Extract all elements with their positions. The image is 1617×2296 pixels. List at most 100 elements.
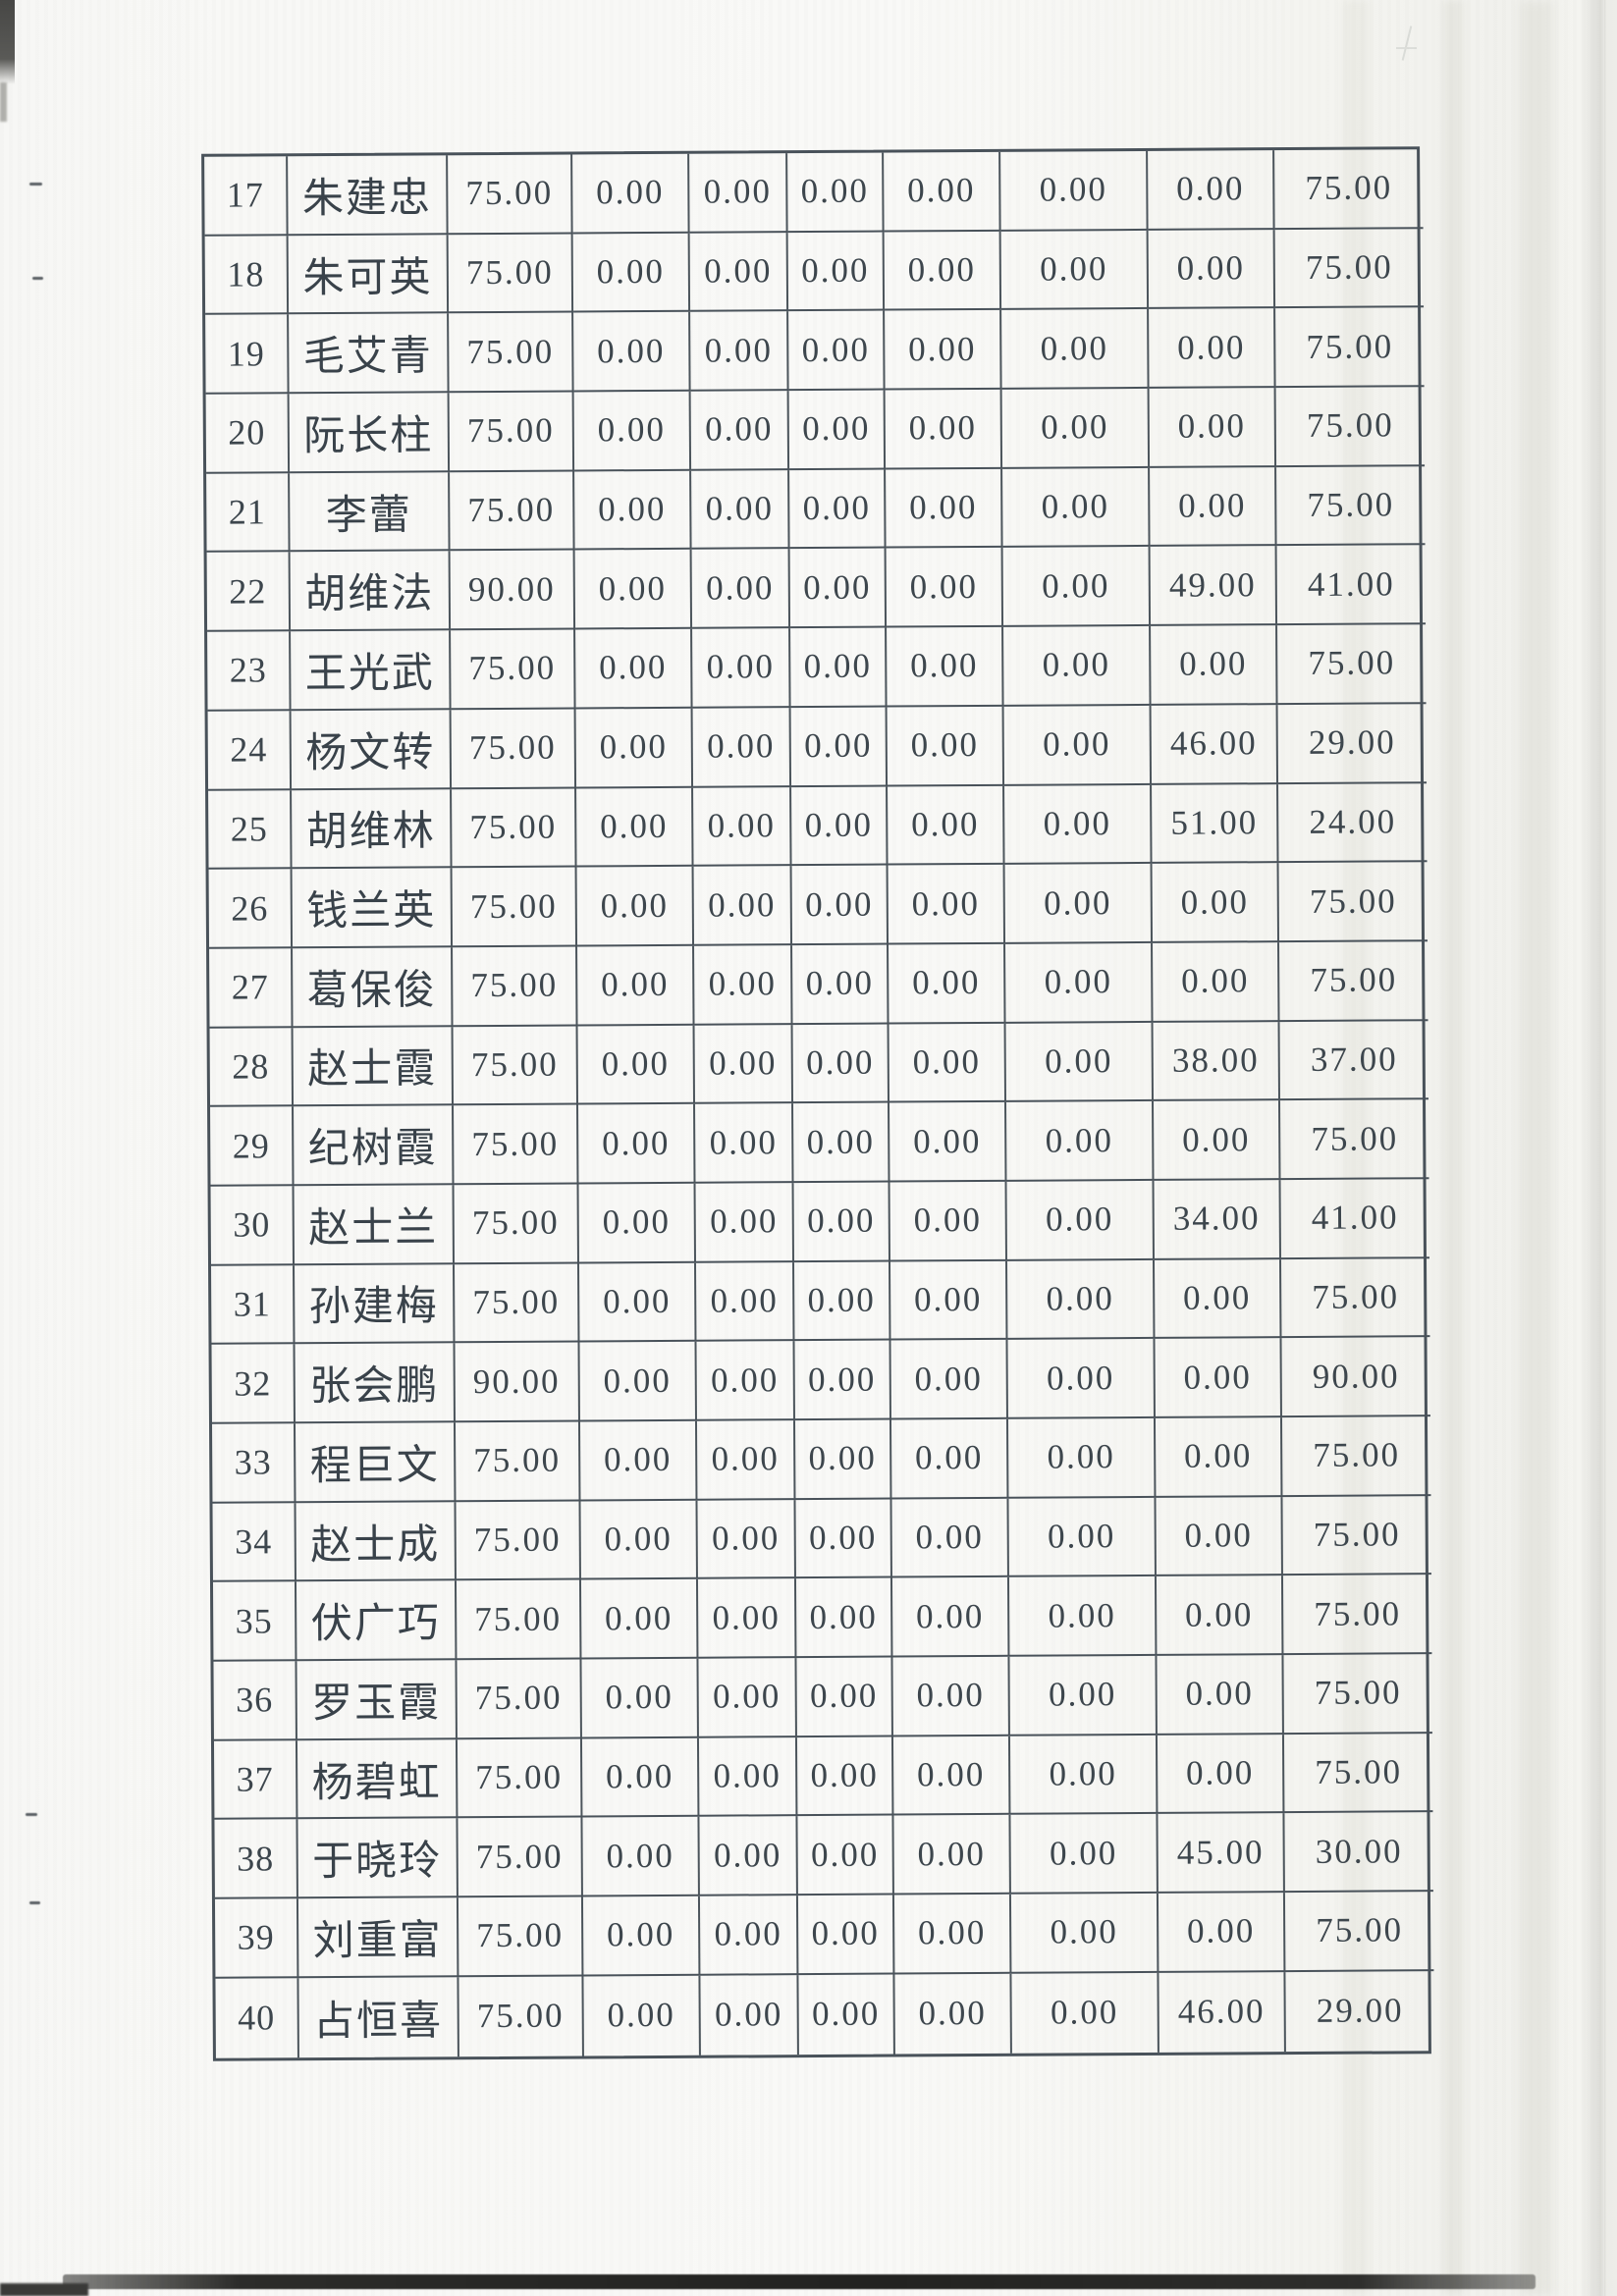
value-cell: 0.00 xyxy=(790,627,888,708)
value-cell: 0.00 xyxy=(790,707,889,787)
value-cell: 75.00 xyxy=(1281,1416,1431,1497)
value-cell: 75.00 xyxy=(453,946,578,1027)
value-cell: 0.00 xyxy=(795,1499,892,1579)
value-cell: 0.00 xyxy=(884,151,1001,233)
row-number-cell: 38 xyxy=(214,1819,298,1899)
value-cell: 0.00 xyxy=(890,1418,1009,1500)
value-cell: 0.00 xyxy=(577,945,695,1027)
value-cell: 0.00 xyxy=(692,628,791,709)
value-cell: 0.00 xyxy=(1157,1734,1285,1815)
value-cell: 0.00 xyxy=(884,231,1002,311)
value-cell: 75.00 xyxy=(1277,624,1427,705)
value-cell: 0.00 xyxy=(694,945,793,1026)
value-cell: 0.00 xyxy=(787,232,886,312)
scan-streak xyxy=(1520,0,1553,2296)
value-cell: 46.00 xyxy=(1159,1971,1286,2053)
value-cell: 0.00 xyxy=(700,1974,799,2056)
row-number-cell: 33 xyxy=(211,1423,296,1504)
value-cell: 0.00 xyxy=(892,1656,1010,1737)
value-cell: 0.00 xyxy=(695,1103,794,1184)
value-cell: 0.00 xyxy=(578,1183,697,1264)
value-cell: 0.00 xyxy=(791,786,889,867)
value-cell: 0.00 xyxy=(1008,1497,1157,1578)
value-cell: 0.00 xyxy=(792,944,889,1025)
value-cell: 0.00 xyxy=(889,943,1006,1025)
value-cell: 75.00 xyxy=(449,392,575,473)
row-number-cell: 30 xyxy=(210,1186,296,1266)
value-cell: 0.00 xyxy=(575,708,694,788)
value-cell: 0.00 xyxy=(1150,466,1277,548)
value-cell: 75.00 xyxy=(1282,1575,1432,1656)
value-cell: 0.00 xyxy=(889,1023,1007,1103)
value-cell: 75.00 xyxy=(453,1026,579,1106)
name-cell: 钱兰英 xyxy=(292,868,454,949)
name-cell: 赵士兰 xyxy=(294,1185,456,1265)
value-cell: 0.00 xyxy=(1007,1417,1157,1499)
value-cell: 0.00 xyxy=(573,312,691,393)
value-cell: 0.00 xyxy=(793,1182,891,1262)
value-cell: 0.00 xyxy=(1002,467,1151,549)
value-cell: 75.00 xyxy=(451,629,576,711)
value-cell: 0.00 xyxy=(798,1974,895,2055)
value-cell: 45.00 xyxy=(1158,1813,1285,1895)
value-cell: 0.00 xyxy=(698,1736,798,1818)
value-cell: 75.00 xyxy=(455,1421,581,1502)
value-cell: 0.00 xyxy=(887,626,1004,708)
value-cell: 0.00 xyxy=(573,391,692,472)
value-cell: 0.00 xyxy=(689,232,789,313)
value-cell: 0.00 xyxy=(887,706,1005,787)
value-cell: 34.00 xyxy=(1154,1180,1281,1260)
value-cell: 75.00 xyxy=(1275,387,1426,467)
value-cell: 0.00 xyxy=(890,1260,1008,1341)
value-cell: 75.00 xyxy=(448,234,574,314)
row-number-cell: 31 xyxy=(211,1264,296,1346)
value-cell: 0.00 xyxy=(788,390,887,470)
value-cell: 75.00 xyxy=(450,471,575,552)
row-number-cell: 22 xyxy=(206,552,292,632)
value-cell: 0.00 xyxy=(889,1102,1007,1183)
value-cell: 0.00 xyxy=(891,1577,1010,1658)
value-cell: 0.00 xyxy=(698,1658,797,1738)
margin-dash-mark xyxy=(29,1901,40,1904)
value-cell: 0.00 xyxy=(788,310,886,392)
value-cell: 75.00 xyxy=(455,1263,580,1344)
value-cell: 75.00 xyxy=(1280,1099,1429,1181)
name-cell: 程巨文 xyxy=(295,1422,457,1503)
value-cell: 0.00 xyxy=(1149,388,1277,468)
value-cell: 0.00 xyxy=(572,153,690,235)
value-cell: 0.00 xyxy=(694,1024,794,1105)
row-number-cell: 18 xyxy=(204,235,290,316)
name-cell: 孙建梅 xyxy=(295,1263,456,1345)
row-number-cell: 40 xyxy=(215,1978,299,2058)
value-cell: 75.00 xyxy=(454,1184,580,1264)
name-cell: 毛艾青 xyxy=(289,313,450,395)
value-cell: 0.00 xyxy=(797,1895,895,1975)
value-cell: 0.00 xyxy=(572,233,691,313)
value-cell: 0.00 xyxy=(789,548,888,629)
value-cell: 0.00 xyxy=(1008,1576,1158,1657)
value-cell: 0.00 xyxy=(792,1024,890,1104)
value-cell: 0.00 xyxy=(580,1500,698,1580)
value-cell: 75.00 xyxy=(452,787,577,869)
value-cell: 0.00 xyxy=(1153,941,1280,1023)
faint-corner-mark xyxy=(1396,26,1418,63)
value-cell: 0.00 xyxy=(795,1577,893,1659)
value-cell: 0.00 xyxy=(1157,1655,1284,1735)
value-cell: 29.00 xyxy=(1277,704,1428,784)
value-cell: 0.00 xyxy=(796,1657,893,1737)
value-cell: 0.00 xyxy=(1152,863,1280,943)
name-cell: 纪树霞 xyxy=(294,1105,455,1187)
value-cell: 0.00 xyxy=(697,1499,796,1580)
value-cell: 0.00 xyxy=(794,1340,891,1421)
value-cell: 0.00 xyxy=(578,1104,696,1185)
value-cell: 0.00 xyxy=(1156,1496,1283,1577)
row-number-cell: 32 xyxy=(211,1344,296,1424)
name-cell: 胡维法 xyxy=(290,551,452,632)
value-cell: 0.00 xyxy=(696,1420,796,1501)
value-cell: 0.00 xyxy=(888,865,1006,945)
value-cell: 0.00 xyxy=(789,469,887,550)
value-cell: 0.00 xyxy=(1006,1259,1156,1341)
value-cell: 37.00 xyxy=(1279,1020,1429,1101)
value-cell: 0.00 xyxy=(1001,388,1151,469)
margin-dash-mark xyxy=(29,183,42,186)
